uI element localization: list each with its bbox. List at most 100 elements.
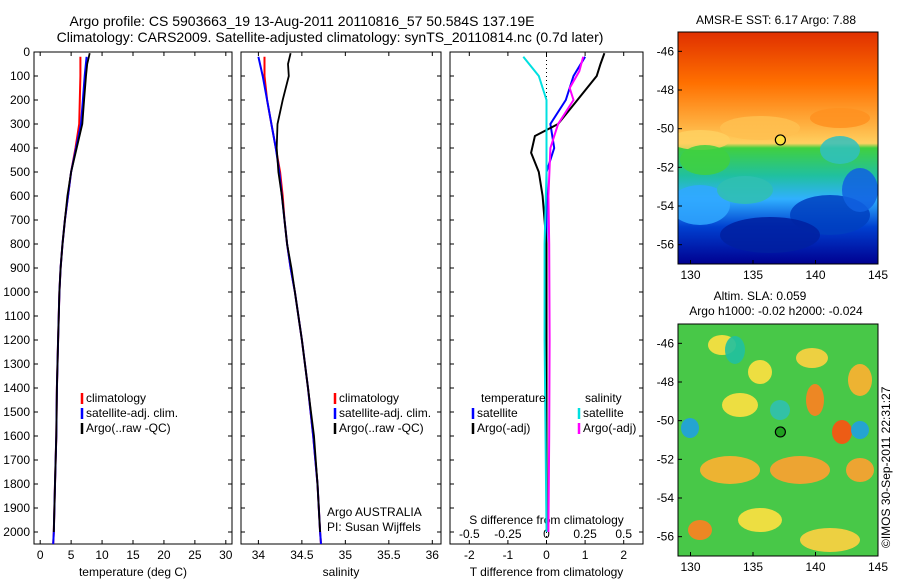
y-tick-label: 1600 — [3, 429, 30, 443]
y-tick-label: 1100 — [4, 309, 30, 323]
series-line-4 — [547, 56, 585, 533]
x-tick-label: 0 — [37, 548, 44, 562]
x-tick-label: 5 — [68, 548, 75, 562]
sst-map — [678, 32, 878, 264]
x-tick-label: 34.5 — [290, 548, 314, 562]
map-y-tick-label: -56 — [657, 238, 675, 252]
sla-texture — [846, 458, 874, 482]
argo-country-label: Argo AUSTRALIA — [327, 505, 422, 519]
sla-map — [678, 324, 878, 556]
sst-texture — [678, 130, 730, 150]
y-tick-label: 1700 — [3, 453, 30, 467]
y-tick-label: 400 — [10, 141, 30, 155]
y-tick-label: 100 — [10, 69, 30, 83]
x2-tick-label: -0.25 — [494, 527, 522, 541]
y-tick-label: 0 — [23, 45, 30, 59]
map-y-tick-label: -48 — [657, 83, 675, 97]
title-line-1: Argo profile: CS 5903663_19 13-Aug-2011 … — [70, 13, 535, 29]
legend-label: climatology — [86, 391, 146, 405]
map-x-tick-label: 145 — [868, 268, 888, 282]
temperature-panel: 0100200300400500600700800900100011001200… — [3, 45, 233, 579]
sla-texture — [725, 336, 745, 364]
y-tick-label: 1200 — [3, 333, 30, 347]
x-tick-label: 25 — [188, 548, 202, 562]
title-line-2: Climatology: CARS2009. Satellite-adjuste… — [57, 29, 604, 45]
sla-texture — [688, 520, 712, 540]
x-tick-label: -2 — [464, 548, 475, 562]
legend-label: Argo(-adj) — [477, 421, 530, 435]
x-tick-label: 0 — [543, 548, 550, 562]
map-x-tick-label: 130 — [680, 560, 700, 574]
y-tick-label: 1500 — [3, 405, 30, 419]
map-y-tick-label: -46 — [657, 336, 675, 350]
sla-texture — [700, 456, 760, 484]
sla-texture — [681, 418, 699, 438]
legend-title-temperature: temperature — [481, 391, 546, 405]
argo-position-marker — [774, 426, 786, 438]
sla-texture — [832, 420, 852, 444]
map-x-tick-label: 135 — [743, 560, 763, 574]
sla-texture — [770, 400, 790, 420]
sla-texture — [800, 528, 860, 552]
sla-texture — [722, 393, 758, 417]
sst-texture — [678, 185, 730, 225]
x-tick-label: 35.5 — [377, 548, 401, 562]
x2-tick-label: -0.5 — [459, 527, 480, 541]
watermark: ©IMOS 30-Sep-2011 22:31:27 — [879, 386, 893, 548]
map-x-tick-label: 135 — [743, 268, 763, 282]
argo-position-marker — [774, 134, 786, 146]
map-y-tick-label: -56 — [657, 530, 675, 544]
y-tick-label: 1000 — [3, 285, 30, 299]
map-y-tick-label: -48 — [657, 375, 675, 389]
series-line-2 — [530, 52, 606, 532]
y-tick-label: 2000 — [3, 525, 30, 539]
x2-tick-label: 0.5 — [615, 527, 632, 541]
x-tick-label: 20 — [157, 548, 171, 562]
x2-tick-label: 0.25 — [573, 527, 597, 541]
sst-texture — [680, 145, 730, 175]
x-tick-label: 10 — [95, 548, 109, 562]
series-line-3 — [522, 56, 548, 533]
x-axis-label: T difference from climatology — [470, 565, 624, 579]
series-line-3 — [52, 52, 91, 533]
x-tick-label: 30 — [219, 548, 233, 562]
sst-texture — [717, 176, 773, 204]
map-x-tick-label: 140 — [805, 268, 825, 282]
y-tick-label: 800 — [10, 237, 30, 251]
y-tick-label: 1900 — [3, 501, 30, 515]
sst-texture — [842, 168, 878, 212]
legend-label: satellite — [583, 406, 624, 420]
x-axis-label: salinity — [323, 565, 360, 579]
sla-texture — [848, 364, 872, 396]
map-y-tick-label: -50 — [657, 122, 675, 136]
sla-map-title-1: Altim. SLA: 0.059 — [714, 289, 807, 303]
x-tick-label: 1 — [582, 548, 589, 562]
x-axis-label: temperature (deg C) — [79, 565, 187, 579]
sst-texture — [720, 217, 820, 253]
sla-texture — [738, 508, 782, 532]
y-tick-label: 200 — [10, 93, 30, 107]
sla-texture — [770, 456, 830, 484]
map-y-tick-label: -46 — [657, 44, 675, 58]
legend-label: climatology — [339, 391, 399, 405]
x-tick-label: 15 — [126, 548, 140, 562]
difference-panel: -2 -1 0 1 2 T difference from climatology -0.5… — [449, 51, 644, 579]
plot-frame — [240, 51, 442, 545]
map-x-tick-label: 140 — [805, 560, 825, 574]
y-tick-label: 500 — [10, 165, 30, 179]
series-line-2 — [257, 56, 322, 545]
map-y-tick-label: -54 — [657, 199, 675, 213]
plot-frame — [33, 51, 233, 545]
x-tick-label: 36 — [426, 548, 440, 562]
legend-label: Argo(-adj) — [583, 421, 636, 435]
map-y-tick-label: -52 — [657, 452, 675, 466]
x-tick-label: 35 — [339, 548, 353, 562]
sla-map-title-2: Argo h1000: -0.02 h2000: -0.024 — [689, 304, 863, 318]
sst-texture — [810, 108, 870, 128]
sla-texture — [748, 360, 772, 384]
map-y-tick-label: -52 — [657, 160, 675, 174]
sla-texture — [796, 348, 828, 368]
y-tick-label: 300 — [10, 117, 30, 131]
x-tick-label: 2 — [620, 548, 627, 562]
